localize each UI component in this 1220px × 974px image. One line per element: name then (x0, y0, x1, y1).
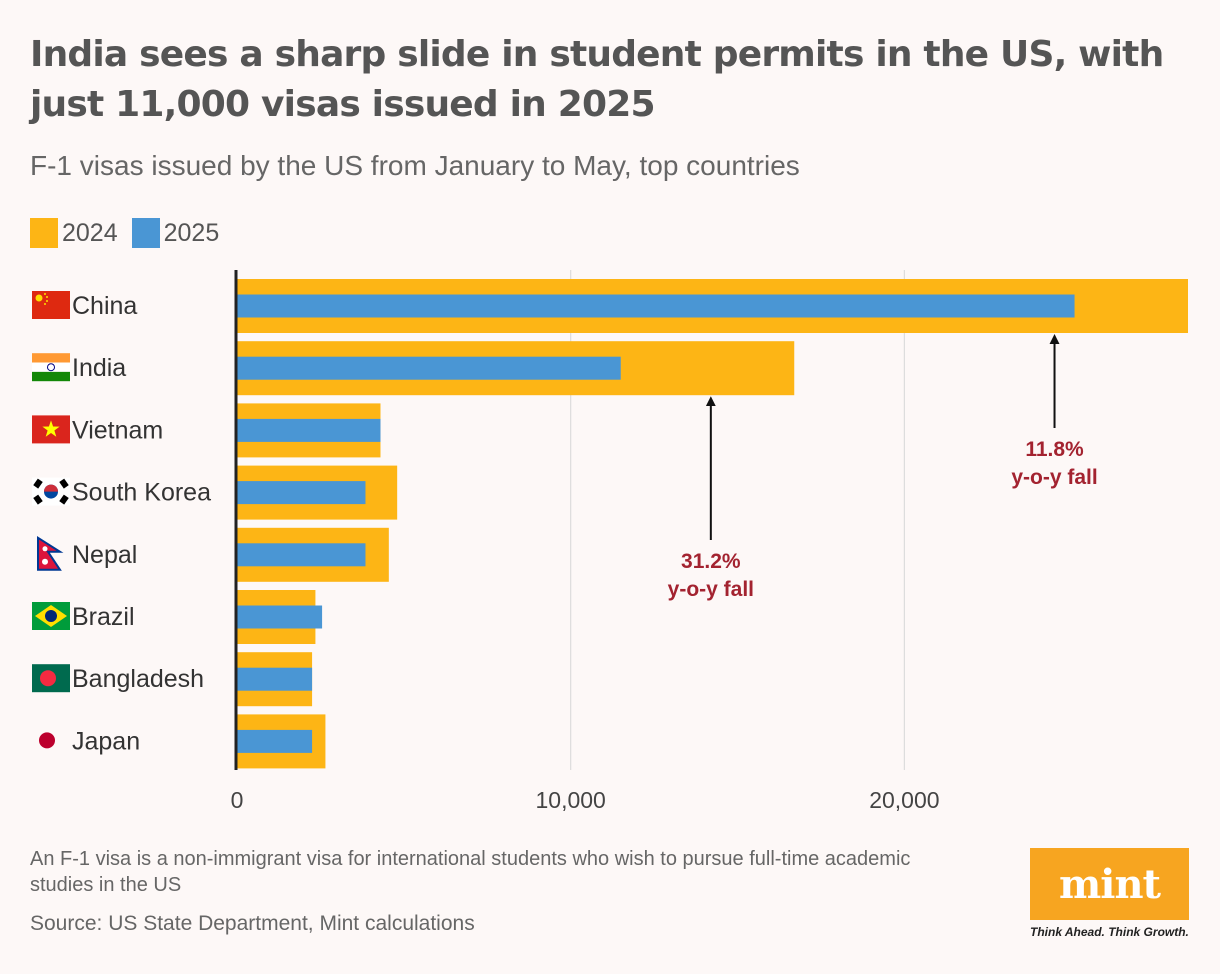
source-note: Source: US State Department, Mint calcul… (30, 912, 475, 935)
legend-item-2024: 2024 (30, 218, 118, 248)
bar-2025-south-korea (237, 481, 366, 505)
china-flag-icon (32, 291, 70, 319)
chart-title: India sees a sharp slide in student perm… (30, 34, 1164, 125)
annotation-value-1: 11.8% (1025, 438, 1084, 461)
x-tick-label-2: 20,000 (869, 787, 939, 813)
bar-2025-india (237, 356, 621, 380)
india-flag-icon (32, 353, 70, 382)
legend-label-2024: 2024 (62, 218, 118, 247)
annotation-value-0: 31.2% (681, 550, 741, 573)
bar-chart: 0 10,000 20,000 China India Vietnam South Kore… (32, 270, 1188, 813)
south-korea-flag-icon (32, 477, 70, 506)
logo-tagline: Think Ahead. Think Growth. (1030, 925, 1189, 939)
brazil-flag-icon (32, 602, 70, 630)
chart-subtitle: F-1 visas issued by the US from January … (30, 150, 800, 181)
category-label-japan: Japan (72, 727, 140, 755)
nepal-flag-icon (37, 535, 64, 571)
bar-2025-brazil (237, 605, 323, 629)
annotation-label-0: y-o-y fall (668, 578, 754, 601)
category-label-vietnam: Vietnam (72, 416, 163, 444)
category-label-bangladesh: Bangladesh (72, 665, 204, 693)
legend-swatch-2025 (131, 218, 160, 248)
bangladesh-flag-icon (32, 664, 70, 693)
category-label-nepal: Nepal (72, 541, 137, 569)
legend-swatch-2024 (30, 218, 58, 248)
bar-2025-japan (237, 729, 313, 753)
legend-item-2025: 2025 (131, 218, 220, 248)
japan-flag-icon (32, 726, 70, 755)
footnote: An F-1 visa is a non-immigrant visa for … (30, 848, 911, 896)
bar-2025-china (237, 294, 1075, 318)
legend-label-2025: 2025 (163, 218, 220, 247)
category-label-south-korea: South Korea (72, 479, 211, 507)
category-label-india: India (72, 354, 126, 382)
x-tick-label-1: 10,000 (536, 787, 606, 813)
annotation-label-1: y-o-y fall (1011, 466, 1097, 489)
bar-2025-bangladesh (237, 667, 313, 691)
logo-text: mint (1058, 860, 1161, 908)
category-label-china: China (72, 292, 137, 320)
vietnam-flag-icon (32, 415, 70, 444)
category-label-brazil: Brazil (72, 603, 135, 631)
bar-2025-nepal (237, 543, 366, 567)
mint-logo: mint (1030, 848, 1189, 920)
x-tick-label-0: 0 (231, 787, 244, 813)
bar-2025-vietnam (237, 418, 381, 442)
legend: 2024 2025 (30, 218, 233, 248)
